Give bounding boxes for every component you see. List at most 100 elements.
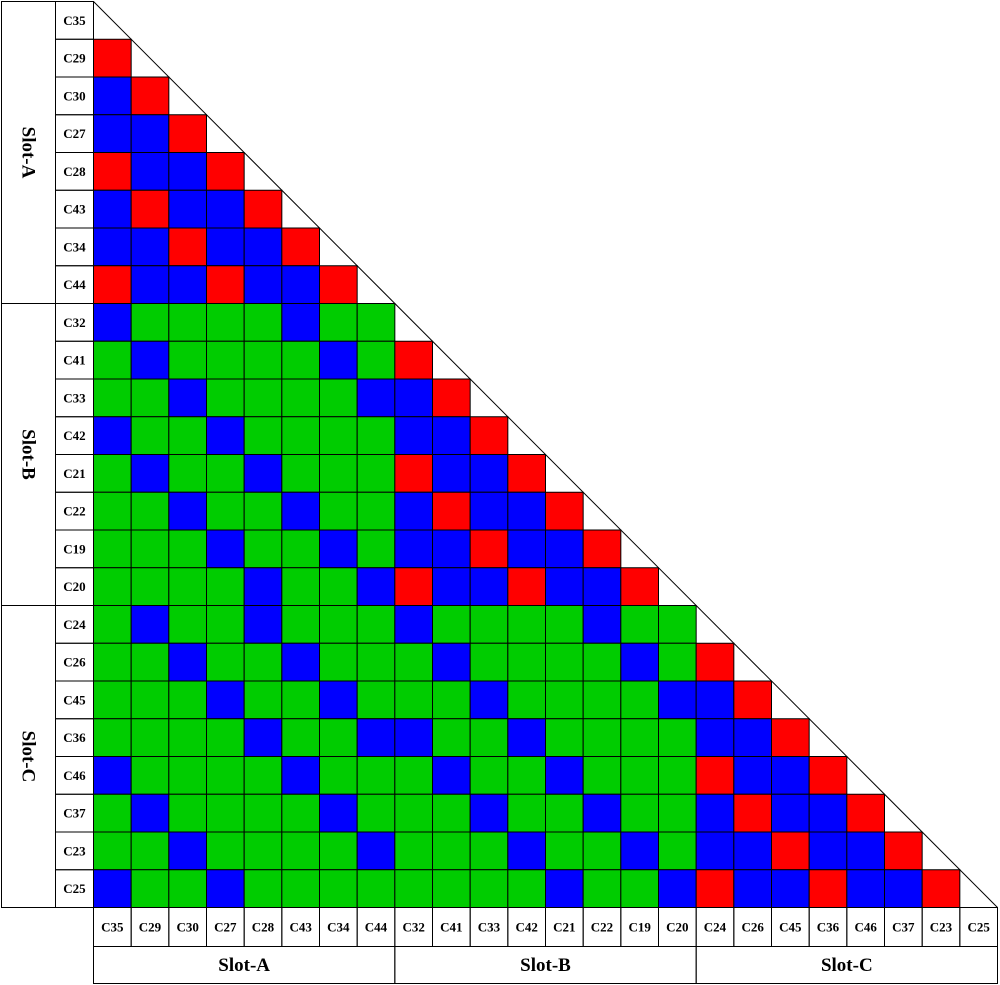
- heatmap-cell-C44-C29: [130, 265, 170, 304]
- heatmap-cell-C42-C34: [319, 416, 358, 455]
- heatmap-cell-C23-C37: [884, 831, 923, 871]
- heatmap-cell-C23-C28: [243, 831, 283, 871]
- heatmap-cell-C45-C42: [507, 680, 547, 720]
- row-tick-label-C21: C21: [63, 466, 85, 481]
- heatmap-cell-C41-C43: [281, 340, 321, 380]
- heatmap-cell-C44-C35: [93, 265, 132, 304]
- heatmap-cell-C25-C43: [281, 869, 321, 908]
- heatmap-cell-C24-C34: [319, 605, 358, 644]
- column-tick-label-C36: C36: [817, 920, 840, 935]
- heatmap-cell-C23-C45: [771, 831, 810, 871]
- heatmap-cell-C26-C42: [507, 642, 547, 682]
- heatmap-cell-C23-C42: [507, 831, 547, 871]
- heatmap-cell-C32-C27: [206, 303, 245, 342]
- heatmap-cell-C25-C23: [921, 869, 961, 908]
- heatmap-cell-C33-C44: [356, 378, 396, 418]
- heatmap-cell-C44-C28: [243, 265, 283, 304]
- heatmap-cell-C24-C42: [507, 605, 547, 644]
- heatmap-cell-C44-C30: [168, 265, 207, 304]
- heatmap-cell-C37-C43: [281, 793, 321, 833]
- heatmap-cell-C46-C33: [469, 756, 509, 795]
- heatmap-cell-C43-C27: [206, 189, 245, 229]
- heatmap-cell-C41-C30: [168, 340, 207, 380]
- heatmap-cell-C33-C32: [394, 378, 434, 418]
- heatmap-cell-C42-C32: [394, 416, 434, 455]
- row-tick-label-C19: C19: [63, 541, 86, 556]
- heatmap-cell-C23-C32: [394, 831, 434, 871]
- heatmap-cell-C36-C42: [507, 718, 547, 757]
- column-tick-label-C42: C42: [515, 920, 537, 935]
- heatmap-cell-C25-C19: [620, 869, 659, 908]
- heatmap-cell-C24-C44: [356, 605, 396, 644]
- row-tick-label-C28: C28: [63, 164, 86, 179]
- heatmap-cell-C24-C30: [168, 605, 207, 644]
- heatmap-cell-C22-C27: [206, 491, 245, 531]
- heatmap-cell-C33-C41: [432, 378, 471, 418]
- heatmap-cell-C21-C42: [507, 454, 547, 493]
- heatmap-cell-C25-C41: [432, 869, 471, 908]
- column-tick-label-C23: C23: [930, 920, 953, 935]
- heatmap-cell-C46-C30: [168, 756, 207, 795]
- column-tick-label-C35: C35: [101, 920, 124, 935]
- heatmap-cell-C34-C30: [168, 227, 207, 267]
- heatmap-cell-C45-C34: [319, 680, 358, 720]
- heatmap-cell-C45-C26: [733, 680, 772, 720]
- heatmap-cell-C23-C33: [469, 831, 509, 871]
- heatmap-cell-C25-C34: [319, 869, 358, 908]
- column-tick-label-C41: C41: [440, 920, 462, 935]
- heatmap-cell-C46-C29: [130, 756, 170, 795]
- column-tick-labels: C35 C29 C30 C27 C28 C43 C34 C44 C32 C41 C33 C42 C21 C…: [93, 907, 998, 947]
- heatmap-cell-C23-C29: [130, 831, 170, 871]
- heatmap-cell-C23-C22: [582, 831, 622, 871]
- row-tick-label-C36: C36: [63, 730, 86, 745]
- heatmap-cell-C22-C34: [319, 491, 358, 531]
- heatmap-cell-C23-C19: [620, 831, 659, 871]
- column-tick-label-C43: C43: [289, 920, 312, 935]
- heatmap-cell-C37-C29: [130, 793, 170, 833]
- heatmap-cell-C26-C21: [545, 642, 584, 682]
- heatmap-cell-C45-C33: [469, 680, 509, 720]
- heatmap-cell-C19-C30: [168, 529, 207, 569]
- heatmap-cell-C42-C44: [356, 416, 396, 455]
- heatmap-cell-C36-C28: [243, 718, 283, 757]
- heatmap-cell-C21-C29: [130, 454, 170, 493]
- heatmap-cell-C33-C43: [281, 378, 321, 418]
- heatmap-cell-C25-C30: [168, 869, 207, 908]
- column-tick-label-C20: C20: [666, 920, 688, 935]
- column-tick-label-C28: C28: [252, 920, 275, 935]
- heatmap-cell-C25-C32: [394, 869, 434, 908]
- row-tick-label-C42: C42: [63, 428, 85, 443]
- heatmap-cell-C22-C33: [469, 491, 509, 531]
- row-tick-label-C34: C34: [63, 239, 86, 254]
- column-tick-label-C32: C32: [402, 920, 424, 935]
- heatmap-cell-C24-C33: [469, 605, 509, 644]
- heatmap-cell-C26-C22: [582, 642, 622, 682]
- heatmap-cell-C37-C32: [394, 793, 434, 833]
- heatmap-cell-C41-C44: [356, 340, 396, 380]
- heatmap-cell-C46-C34: [319, 756, 358, 795]
- heatmap-cell-C37-C24: [695, 793, 735, 833]
- heatmap-cell-C42-C28: [243, 416, 283, 455]
- heatmap-cell-C41-C34: [319, 340, 358, 380]
- heatmap-cell-C37-C27: [206, 793, 245, 833]
- heatmap-cell-C28-C29: [130, 152, 170, 191]
- heatmap-cell-C25-C33: [469, 869, 509, 908]
- heatmap-cell-C25-C24: [695, 869, 735, 908]
- column-tick-label-C44: C44: [365, 920, 388, 935]
- column-tick-label-C19: C19: [628, 920, 651, 935]
- heatmap-cell-C20-C34: [319, 567, 358, 606]
- heatmap-cell-C23-C36: [808, 831, 848, 871]
- heatmap-cell-C29-C35: [93, 38, 132, 78]
- row-tick-label-C41: C41: [63, 353, 85, 368]
- heatmap-cell-C46-C45: [771, 756, 810, 795]
- heatmap-cell-C45-C19: [620, 680, 659, 720]
- row-tick-label-C23: C23: [63, 843, 86, 858]
- heatmap-cell-C23-C30: [168, 831, 207, 871]
- heatmap-cell-C36-C19: [620, 718, 659, 757]
- heatmap-cell-C26-C24: [695, 642, 735, 682]
- heatmap-cell-C44-C34: [319, 265, 358, 304]
- column-group-label-Slot-A: Slot-A: [218, 955, 270, 976]
- heatmap-cell-C21-C33: [469, 454, 509, 493]
- heatmap-cell-C44-C27: [206, 265, 245, 304]
- heatmap-cell-C25-C45: [771, 869, 810, 908]
